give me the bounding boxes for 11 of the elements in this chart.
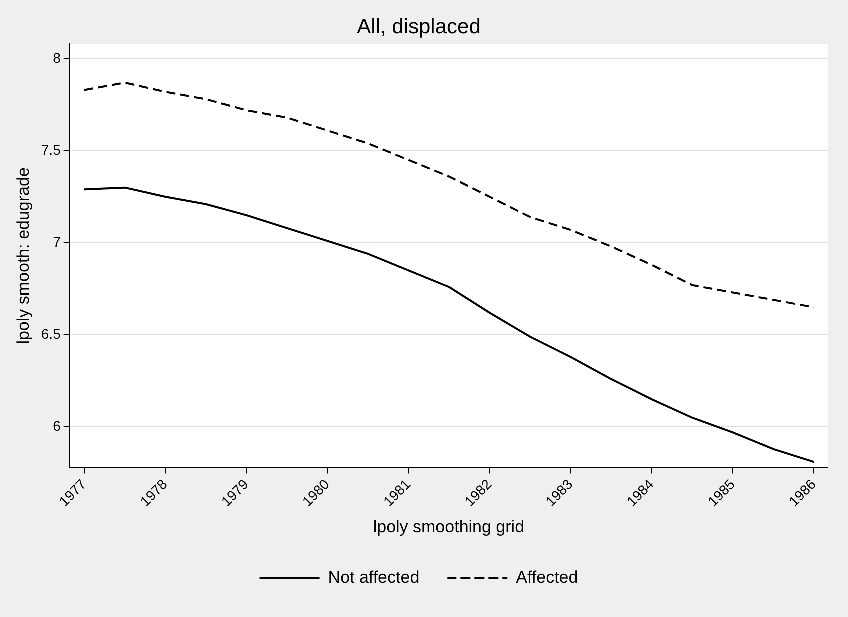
y-tick-label: 6.5 (41, 326, 62, 342)
y-tick-label: 7.5 (41, 142, 62, 158)
x-axis-title: lpoly smoothing grid (373, 517, 525, 536)
line-series (83, 82, 816, 309)
legend-label: Affected (516, 568, 578, 588)
chart-title: All, displaced (357, 15, 481, 38)
y-axis-title: lpoly smooth: edugrade (14, 168, 33, 344)
legend-label: Not affected (328, 568, 420, 588)
y-tick-label: 8 (53, 50, 62, 66)
y-tick-label: 6 (53, 418, 62, 434)
y-tick-label: 7 (53, 234, 62, 250)
